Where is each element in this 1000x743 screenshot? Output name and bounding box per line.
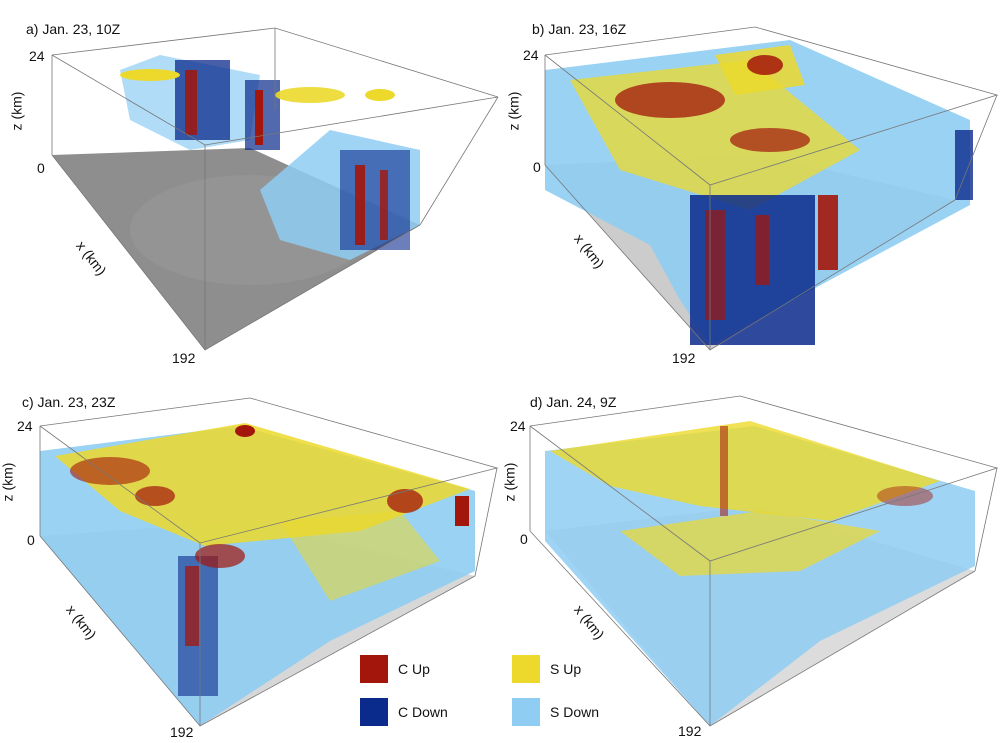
panel-title: a) Jan. 23, 10Z [26, 21, 121, 37]
legend-swatch-c-up [360, 655, 388, 683]
x-tick-end: 192 [672, 350, 696, 366]
panel-title: d) Jan. 24, 9Z [530, 394, 617, 410]
legend-swatch-s-down [512, 698, 540, 726]
panel-c: c) Jan. 23, 23Z 24 0 z (km) x (km) 192 [0, 371, 500, 742]
x-tick-end: 192 [170, 724, 194, 740]
panel-title: c) Jan. 23, 23Z [22, 394, 116, 410]
z-tick-zero: 0 [37, 160, 45, 176]
z-tick-top: 24 [510, 418, 526, 434]
x-tick-end: 192 [678, 723, 702, 739]
panel-b: b) Jan. 23, 16Z 24 0 z (km) x (km) 192 [500, 0, 1000, 371]
volume-render-d [529, 395, 999, 727]
legend-label: S Up [550, 661, 582, 677]
panel-a: a) Jan. 23, 10Z 24 0 z (km) x (km) 192 [0, 0, 500, 371]
legend-label: S Down [550, 704, 600, 720]
volume-render-b [544, 26, 999, 351]
legend-label: C Down [398, 704, 448, 720]
panel-d: d) Jan. 24, 9Z 24 0 z (km) x (km) 192 [500, 371, 1000, 742]
z-tick-zero: 0 [533, 159, 541, 175]
z-tick-zero: 0 [27, 532, 35, 548]
legend-label: C Up [398, 661, 430, 677]
z-tick-top: 24 [17, 418, 33, 434]
legend-s-down: S Down [512, 698, 599, 726]
legend-s-up: S Up [512, 655, 581, 683]
legend-c-down: C Down [360, 698, 448, 726]
panel-title: b) Jan. 23, 16Z [532, 21, 627, 37]
z-axis-label: z (km) [0, 462, 16, 502]
volume-render-a [51, 27, 499, 351]
z-axis-label: z (km) [501, 462, 518, 502]
legend-c-up: C Up [360, 655, 430, 683]
legend-swatch-s-up [512, 655, 540, 683]
legend-swatch-c-down [360, 698, 388, 726]
x-tick-end: 192 [172, 350, 196, 366]
z-tick-top: 24 [29, 48, 45, 64]
z-tick-zero: 0 [520, 531, 528, 547]
z-axis-label: z (km) [505, 91, 522, 131]
volume-render-c [39, 397, 499, 727]
z-tick-top: 24 [523, 47, 539, 63]
z-axis-label: z (km) [8, 91, 25, 131]
